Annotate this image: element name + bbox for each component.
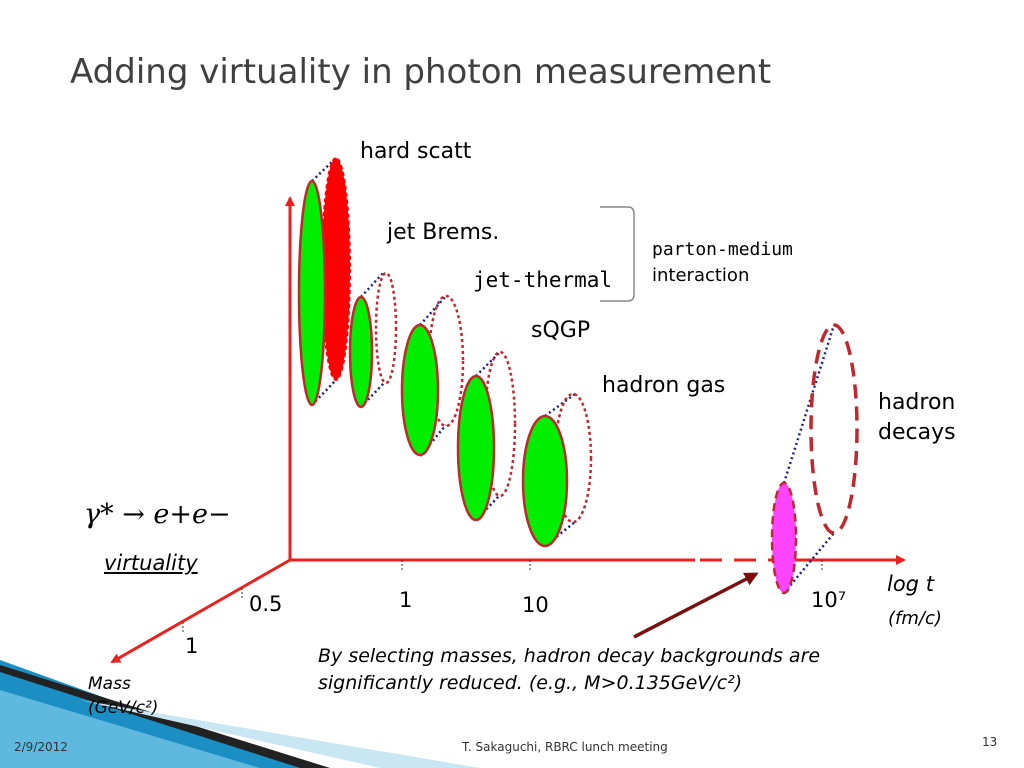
corner-band-decoration <box>0 660 480 768</box>
hadron-gas-ellipse <box>521 414 569 548</box>
note-arrow <box>633 572 759 639</box>
slide-title: Adding virtuality in photon measurement <box>70 52 772 92</box>
label-hadron-decays-1: hadron <box>878 390 956 415</box>
label-jet-brems: jet Brems. <box>387 220 500 245</box>
page-number: 13 <box>982 735 998 749</box>
jet-thermal-ellipse <box>400 323 440 457</box>
note-line-2: significantly reduced. (e.g., M>0.135GeV… <box>318 672 743 694</box>
label-hadron-decays-2: decays <box>878 420 956 445</box>
hadron-decays-virtual-ellipse <box>809 323 859 535</box>
jet-brems-virtual-ellipse <box>374 271 398 385</box>
tick-label-m-1: 1 <box>185 634 199 658</box>
tick-label-t-10: 10 <box>522 593 549 617</box>
footer-presenter: T. Sakaguchi, RBRC lunch meeting <box>462 740 668 754</box>
label-parton-medium-2: interaction <box>652 265 750 286</box>
parton-medium-bracket <box>600 206 635 302</box>
note-line-1: By selecting masses, hadron decay backgr… <box>318 645 821 667</box>
footer-date: 2/9/2012 <box>14 740 68 754</box>
label-process-formula: γ* → e+e− <box>84 499 231 530</box>
label-hard-scatt: hard scatt <box>360 139 472 164</box>
label-virtuality: virtuality <box>104 551 198 575</box>
tick-label-t-1e7: 10⁷ <box>811 588 847 612</box>
label-mass-unit: (GeV/c²) <box>88 698 159 718</box>
tick-label-m-05: 0.5 <box>249 592 283 616</box>
label-hadron-gas: hadron gas <box>602 373 726 398</box>
hard-scatt-ellipse <box>297 179 327 407</box>
real-photon-ellipses <box>297 179 569 548</box>
hard-scatt-virtual-ellipse <box>321 157 351 381</box>
sqgp-ellipse <box>456 374 496 522</box>
tick-label-t-1: 1 <box>399 588 413 612</box>
axes <box>110 196 906 664</box>
mass-axis <box>110 558 291 664</box>
label-jet-thermal: jet-thermal <box>473 268 613 292</box>
label-parton-medium-1: parton-medium <box>652 239 793 260</box>
hadron-decays-ellipse <box>770 481 798 595</box>
label-sqgp: sQGP <box>531 318 591 343</box>
label-mass: Mass <box>88 674 131 694</box>
label-log-t: log t <box>887 572 934 596</box>
jet-brems-ellipse <box>348 295 374 409</box>
label-fm-c: (fm/c) <box>888 608 942 629</box>
